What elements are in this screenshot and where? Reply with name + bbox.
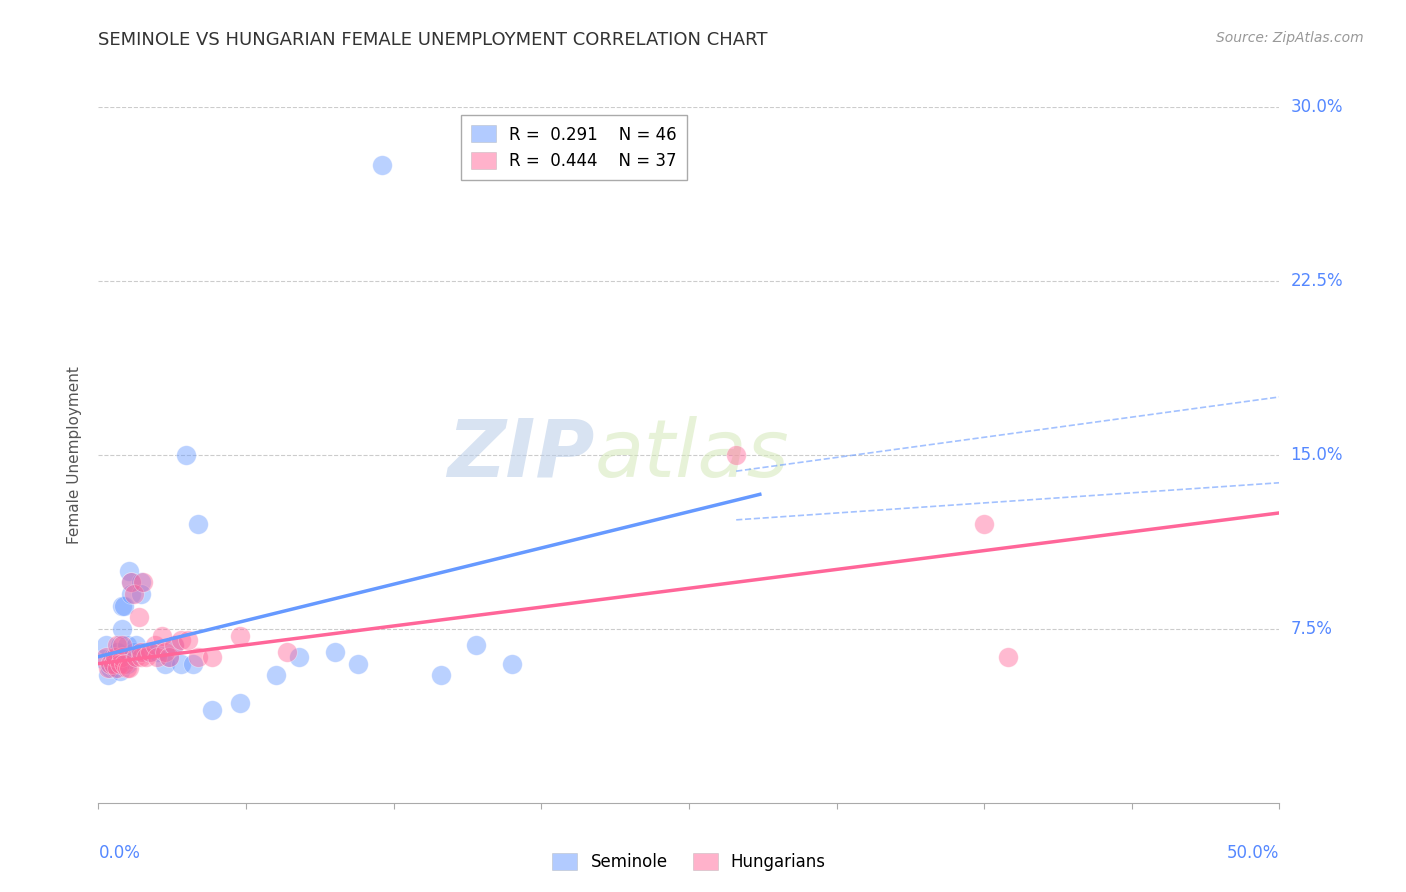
Point bbox=[121, 587, 143, 601]
Text: 15.0%: 15.0% bbox=[1291, 446, 1343, 464]
Point bbox=[201, 649, 224, 664]
Point bbox=[111, 599, 134, 613]
Point bbox=[430, 668, 453, 682]
Point bbox=[997, 649, 1019, 664]
Point bbox=[101, 657, 124, 671]
Point bbox=[108, 657, 131, 671]
Text: Source: ZipAtlas.com: Source: ZipAtlas.com bbox=[1216, 31, 1364, 45]
Point bbox=[112, 599, 135, 613]
Point bbox=[264, 668, 287, 682]
Point bbox=[111, 638, 134, 652]
Point bbox=[111, 622, 134, 636]
Point bbox=[105, 645, 128, 659]
Point bbox=[501, 657, 523, 671]
Text: SEMINOLE VS HUNGARIAN FEMALE UNEMPLOYMENT CORRELATION CHART: SEMINOLE VS HUNGARIAN FEMALE UNEMPLOYMEN… bbox=[98, 31, 768, 49]
Point bbox=[187, 649, 209, 664]
Point bbox=[129, 587, 152, 601]
Point bbox=[139, 645, 162, 659]
Point bbox=[174, 448, 197, 462]
Text: atlas: atlas bbox=[595, 416, 789, 494]
Point bbox=[104, 661, 127, 675]
Point bbox=[98, 657, 121, 671]
Point bbox=[146, 649, 169, 664]
Text: 0.0%: 0.0% bbox=[98, 845, 141, 863]
Point bbox=[94, 638, 117, 652]
Point bbox=[105, 657, 128, 671]
Point bbox=[725, 448, 748, 462]
Point bbox=[276, 645, 298, 659]
Text: 30.0%: 30.0% bbox=[1291, 98, 1343, 116]
Point bbox=[129, 649, 152, 664]
Point bbox=[181, 657, 204, 671]
Point bbox=[121, 575, 143, 590]
Point bbox=[163, 638, 186, 652]
Text: ZIP: ZIP bbox=[447, 416, 595, 494]
Text: 7.5%: 7.5% bbox=[1291, 620, 1333, 638]
Point bbox=[170, 657, 193, 671]
Point bbox=[146, 645, 169, 659]
Text: 22.5%: 22.5% bbox=[1291, 272, 1343, 290]
Point bbox=[157, 649, 180, 664]
Point bbox=[97, 668, 120, 682]
Point bbox=[115, 638, 138, 652]
Point bbox=[163, 638, 186, 652]
Point bbox=[371, 158, 394, 172]
Point bbox=[229, 629, 252, 643]
Point bbox=[150, 629, 173, 643]
Legend: Seminole, Hungarians: Seminole, Hungarians bbox=[546, 847, 832, 878]
Point bbox=[135, 649, 157, 664]
Point bbox=[177, 633, 200, 648]
Point bbox=[128, 610, 150, 624]
Point bbox=[187, 517, 209, 532]
Point bbox=[153, 645, 176, 659]
Point bbox=[129, 645, 152, 659]
Point bbox=[143, 638, 166, 652]
Point bbox=[323, 645, 346, 659]
Point bbox=[153, 657, 176, 671]
Point bbox=[132, 575, 155, 590]
Point bbox=[112, 657, 135, 671]
Point bbox=[105, 661, 128, 675]
Point bbox=[94, 649, 117, 664]
Point bbox=[98, 657, 121, 671]
Point bbox=[101, 657, 124, 671]
Point bbox=[97, 661, 120, 675]
Point bbox=[118, 661, 141, 675]
Point bbox=[101, 649, 124, 664]
Point bbox=[347, 657, 370, 671]
Point bbox=[288, 649, 311, 664]
Point bbox=[157, 649, 180, 664]
Point bbox=[115, 661, 138, 675]
Point bbox=[105, 638, 128, 652]
Point bbox=[121, 575, 143, 590]
Text: 50.0%: 50.0% bbox=[1227, 845, 1279, 863]
Point bbox=[115, 657, 138, 671]
Point bbox=[139, 645, 162, 659]
Point bbox=[108, 664, 131, 678]
Point bbox=[111, 649, 134, 664]
Point bbox=[104, 649, 127, 664]
Point bbox=[973, 517, 995, 532]
Point bbox=[118, 652, 141, 666]
Point bbox=[170, 633, 193, 648]
Point bbox=[125, 649, 148, 664]
Y-axis label: Female Unemployment: Female Unemployment bbox=[67, 366, 83, 544]
Point bbox=[201, 703, 224, 717]
Point bbox=[122, 645, 145, 659]
Point bbox=[125, 638, 148, 652]
Point bbox=[229, 696, 252, 710]
Point bbox=[104, 652, 127, 666]
Point bbox=[108, 638, 131, 652]
Point bbox=[129, 575, 152, 590]
Point bbox=[135, 645, 157, 659]
Point bbox=[98, 661, 121, 675]
Point bbox=[122, 587, 145, 601]
Point bbox=[118, 564, 141, 578]
Point bbox=[91, 652, 114, 666]
Point bbox=[465, 638, 488, 652]
